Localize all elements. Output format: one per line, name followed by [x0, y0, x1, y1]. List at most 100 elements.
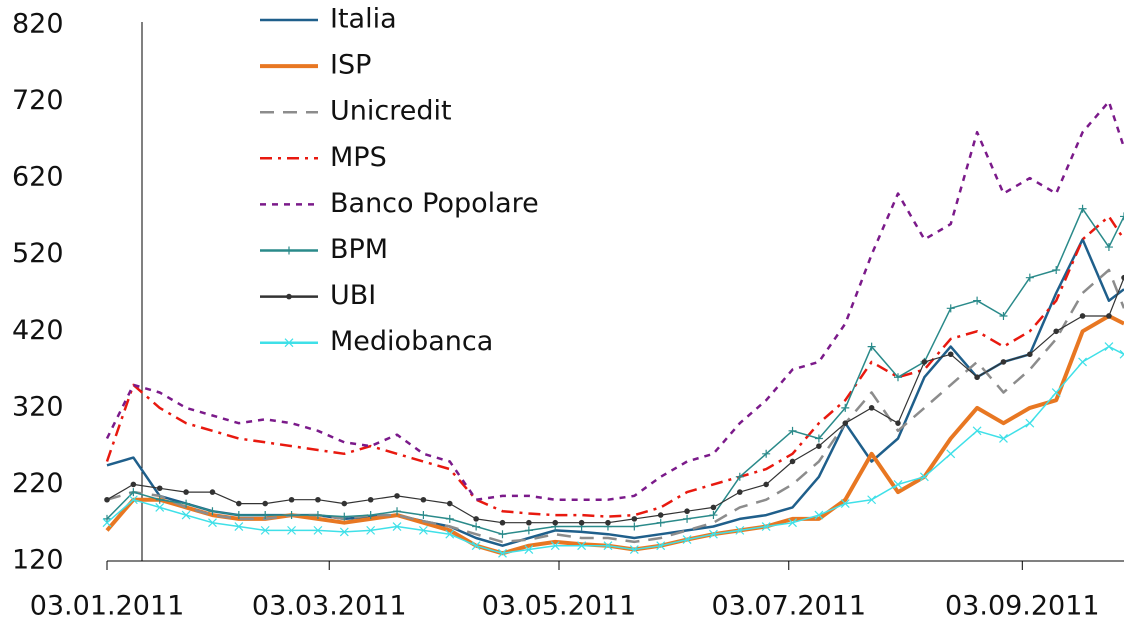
marker: [1025, 273, 1034, 282]
marker: [974, 374, 980, 381]
marker: [340, 512, 349, 521]
x-tick-label: 03.05.2011: [482, 591, 637, 622]
series-line: [105, 314, 1124, 556]
x-tick-label: 03.07.2011: [711, 591, 866, 622]
marker: [392, 522, 402, 531]
marker: [999, 311, 1008, 320]
marker: [208, 507, 217, 516]
legend-label: ISP: [330, 50, 371, 81]
series-line: [105, 100, 1124, 501]
marker: [420, 496, 427, 503]
y-tick-label: 720: [12, 85, 64, 116]
marker: [471, 541, 481, 551]
marker: [155, 502, 165, 512]
marker: [313, 525, 323, 535]
series: [104, 274, 1124, 526]
legend-label: Unicredit: [330, 96, 452, 127]
marker: [867, 495, 877, 505]
marker: [260, 525, 270, 535]
y-tick-label: 620: [12, 162, 64, 193]
marker: [946, 449, 956, 459]
marker: [234, 522, 244, 531]
marker: [894, 373, 902, 382]
legend-label: UBI: [330, 280, 376, 311]
marker: [709, 529, 718, 539]
marker: [367, 496, 374, 503]
series-line: [106, 238, 1124, 547]
marker: [104, 496, 110, 503]
marker: [288, 496, 295, 503]
marker: [445, 529, 455, 539]
marker: [578, 519, 585, 526]
y-tick-label: 520: [12, 238, 64, 269]
y-tick-label: 120: [12, 545, 64, 576]
legend-marker: [284, 338, 294, 348]
marker: [128, 495, 138, 505]
marker: [1120, 212, 1124, 221]
marker: [735, 472, 744, 481]
series: [105, 314, 1124, 556]
marker: [550, 541, 560, 551]
marker: [656, 541, 666, 551]
marker: [103, 514, 111, 523]
marker: [499, 519, 506, 526]
marker: [735, 525, 745, 535]
marker: [366, 511, 375, 520]
marker: [524, 526, 533, 535]
marker: [472, 522, 481, 531]
marker: [498, 548, 507, 558]
marker: [656, 518, 665, 527]
marker: [577, 541, 587, 551]
marker: [341, 500, 348, 507]
marker: [524, 545, 534, 554]
marker: [1025, 418, 1035, 428]
marker: [1078, 204, 1087, 213]
marker: [236, 500, 242, 507]
marker: [1052, 266, 1061, 275]
marker: [682, 535, 692, 544]
marker: [841, 403, 850, 412]
y-tick-label: 320: [12, 391, 64, 422]
legend-marker: [285, 246, 293, 255]
marker: [1053, 328, 1060, 335]
marker: [473, 516, 479, 522]
marker: [445, 514, 454, 523]
marker: [684, 508, 690, 515]
marker: [736, 489, 743, 495]
series-line: [106, 208, 1124, 535]
marker: [419, 511, 428, 520]
y-tick-label: 820: [12, 9, 64, 40]
series-line: [106, 345, 1124, 555]
marker: [814, 510, 824, 520]
series-line: [106, 277, 1124, 524]
legend-label: BPM: [330, 234, 388, 265]
legend-label: Banco Popolare: [330, 188, 539, 219]
marker: [761, 522, 771, 531]
marker: [498, 530, 507, 539]
marker: [526, 519, 532, 526]
marker: [657, 512, 664, 518]
marker: [156, 485, 163, 492]
marker: [710, 504, 717, 511]
marker: [972, 426, 982, 436]
marker: [947, 351, 954, 358]
marker: [630, 522, 639, 531]
x-tick-label: 03.09.2011: [945, 591, 1100, 622]
marker: [840, 499, 850, 508]
marker: [1079, 313, 1086, 319]
marker: [339, 527, 349, 537]
marker: [102, 518, 112, 528]
marker: [1104, 342, 1114, 352]
legend-marker: [286, 293, 292, 300]
x-tick-label: 03.01.2011: [30, 591, 185, 622]
series: [105, 100, 1124, 501]
marker: [1106, 313, 1112, 319]
y-tick-label: 420: [12, 315, 64, 346]
series: [103, 204, 1124, 539]
marker: [1027, 351, 1033, 358]
marker: [287, 511, 296, 520]
series: [102, 342, 1124, 558]
marker: [1000, 359, 1007, 365]
marker: [418, 525, 428, 535]
marker: [552, 519, 559, 526]
